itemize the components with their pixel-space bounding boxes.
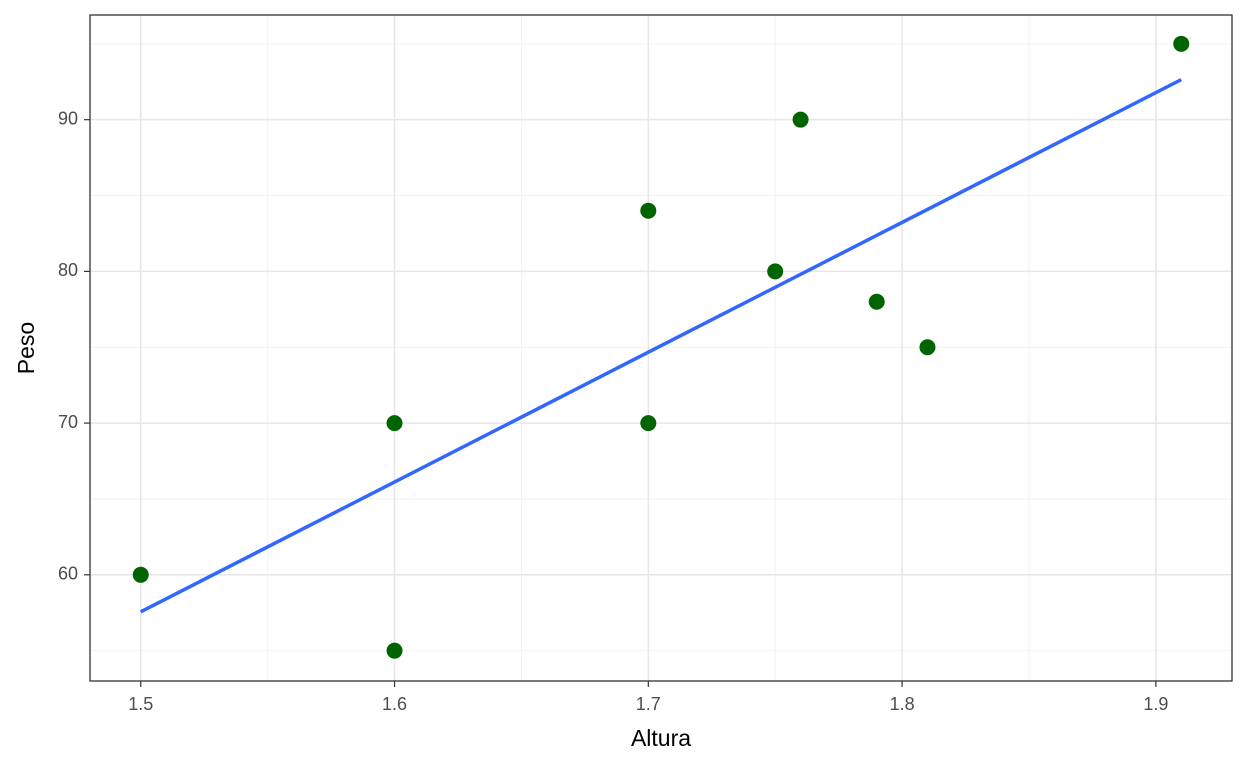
- point: [132, 566, 149, 583]
- panel: [90, 15, 1232, 681]
- point: [792, 111, 809, 128]
- point: [767, 263, 784, 280]
- point: [1173, 35, 1190, 52]
- point: [386, 642, 403, 659]
- x-tick-label: 1.8: [890, 694, 915, 714]
- x-tick-label: 1.7: [636, 694, 661, 714]
- x-axis-title: Altura: [631, 725, 691, 751]
- x-tick-label: 1.5: [128, 694, 153, 714]
- x-tick-label: 1.9: [1143, 694, 1168, 714]
- point: [640, 415, 657, 432]
- point: [919, 339, 936, 356]
- y-tick-label: 60: [58, 564, 78, 584]
- y-tick-label: 80: [58, 260, 78, 280]
- panel-border: [89, 14, 1233, 682]
- point: [640, 202, 657, 219]
- y-axis-title: Peso: [13, 322, 39, 374]
- x-tick-label: 1.6: [382, 694, 407, 714]
- fit-line: [139, 78, 1183, 614]
- y-tick-label: 70: [58, 412, 78, 432]
- point: [868, 293, 885, 310]
- point: [386, 415, 403, 432]
- y-tick-label: 90: [58, 108, 78, 128]
